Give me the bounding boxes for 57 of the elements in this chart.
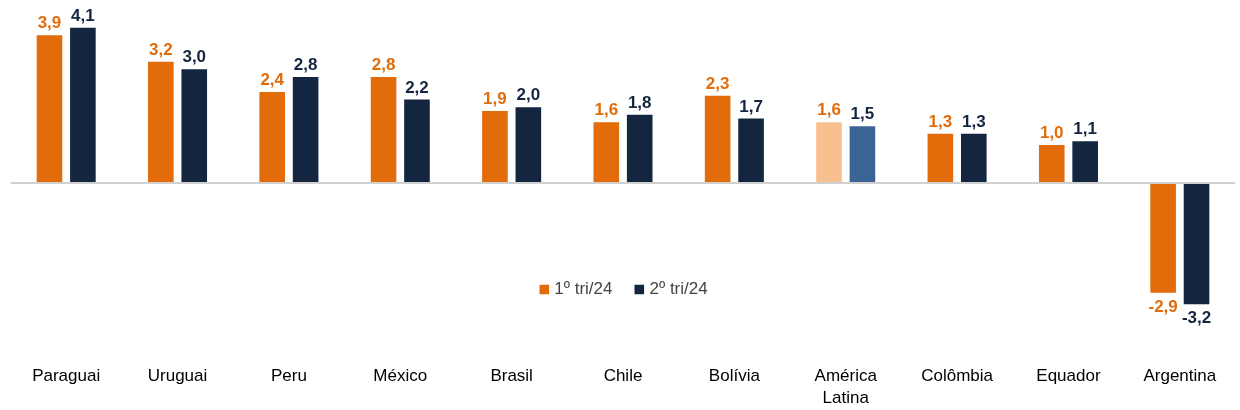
- bar: [960, 133, 987, 183]
- data-label: 1,7: [739, 96, 763, 116]
- data-label: 1,3: [961, 111, 986, 131]
- x-tick-label: Paraguai: [32, 365, 101, 385]
- x-tick-label: Argentina: [1143, 365, 1217, 385]
- data-label: 1,3: [928, 111, 953, 131]
- data-label: 3,2: [149, 39, 173, 59]
- data-label: 1,9: [483, 89, 507, 109]
- bar: [181, 69, 208, 183]
- bar: [404, 99, 430, 183]
- bar: [370, 76, 397, 183]
- bar: [849, 126, 876, 183]
- data-label: -2,9: [1148, 296, 1178, 316]
- data-label: 2,2: [405, 77, 429, 97]
- bar: [36, 35, 63, 183]
- bar: [738, 118, 764, 183]
- bar: [816, 122, 842, 183]
- bar: [1150, 182, 1176, 293]
- bar: [593, 122, 620, 183]
- data-label: 2,8: [293, 54, 318, 74]
- x-tick-label: Brasil: [490, 365, 533, 385]
- x-tick-label: Uruguai: [147, 365, 208, 385]
- legend-label: 1º tri/24: [554, 279, 613, 299]
- bar: [704, 95, 731, 183]
- data-label: 3,9: [37, 13, 62, 33]
- data-label: 2,3: [705, 73, 730, 93]
- x-tick-label: América Latina: [814, 365, 878, 408]
- legend-label: 2º tri/24: [649, 279, 708, 299]
- bar: [1038, 145, 1065, 183]
- bar: [148, 61, 174, 183]
- data-label: 1,6: [817, 100, 841, 120]
- bar: [626, 114, 653, 183]
- data-label: -3,2: [1181, 308, 1212, 328]
- x-tick-label: Bolívia: [708, 365, 761, 385]
- data-label: 1,8: [627, 92, 652, 112]
- bar: [482, 110, 508, 183]
- bar: [259, 92, 286, 183]
- bar: [70, 27, 96, 183]
- data-label: 2,8: [371, 54, 396, 74]
- data-label: 2,0: [516, 85, 541, 105]
- data-label: 3,0: [182, 47, 207, 67]
- data-label: 1,0: [1039, 123, 1064, 143]
- data-label: 1,1: [1073, 119, 1097, 139]
- data-label: 1,5: [850, 104, 875, 124]
- data-label: 1,6: [594, 100, 619, 120]
- x-tick-label: Equador: [1036, 365, 1101, 385]
- x-tick-label: México: [373, 365, 428, 385]
- bar: [292, 76, 319, 183]
- x-tick-label: Colômbia: [921, 365, 994, 385]
- data-label: 4,1: [71, 5, 95, 25]
- bar: [515, 107, 542, 183]
- bar: [1183, 182, 1210, 305]
- bar: [927, 133, 954, 183]
- data-label: 2,4: [260, 70, 285, 90]
- bar: [1072, 141, 1098, 183]
- x-tick-label: Peru: [270, 365, 307, 385]
- x-tick-label: Chile: [603, 365, 643, 385]
